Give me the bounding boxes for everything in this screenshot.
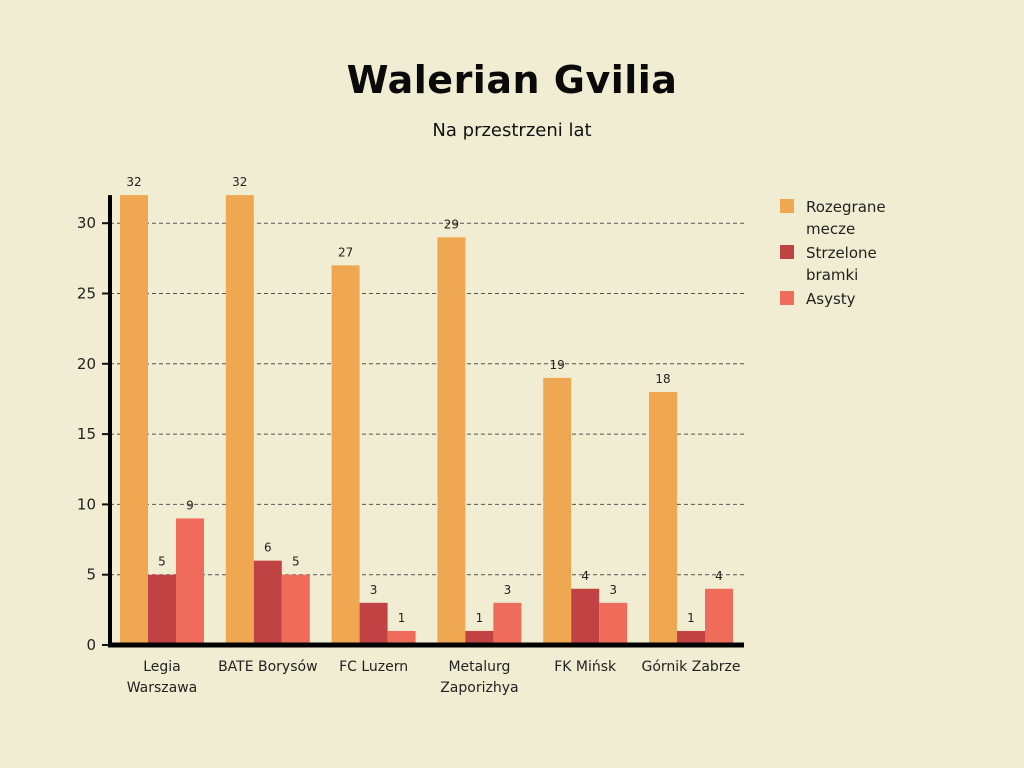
data-label: 9 — [186, 498, 194, 512]
x-tick-label: Warszawa — [127, 680, 198, 696]
data-label: 3 — [370, 583, 378, 597]
y-tick-label: 10 — [77, 495, 96, 513]
y-tick-label: 30 — [77, 214, 96, 232]
bar — [120, 195, 148, 645]
legend-swatch — [780, 291, 794, 305]
bar — [359, 602, 388, 645]
legend-label: Strzelone bramki — [806, 244, 877, 284]
bar — [331, 265, 360, 645]
data-label: 18 — [655, 372, 670, 386]
legend-item: Strzelone bramki — [780, 242, 920, 286]
bar — [253, 560, 282, 645]
y-tick-label: 0 — [86, 636, 96, 654]
bar — [649, 391, 677, 645]
legend-label: Rozegrane mecze — [806, 198, 886, 238]
data-label: 5 — [292, 555, 300, 569]
legend-label: Asysty — [806, 290, 856, 308]
x-tick-label: Górnik Zabrze — [641, 659, 740, 675]
y-tick-label: 25 — [77, 285, 96, 303]
bar — [176, 518, 204, 645]
bar — [677, 630, 705, 645]
legend-item: Asysty — [780, 288, 920, 310]
x-tick-label: Metalurg — [448, 659, 510, 675]
bar — [437, 237, 466, 645]
bar — [148, 574, 176, 645]
data-label: 27 — [338, 245, 353, 259]
y-tick-label: 20 — [77, 355, 96, 373]
x-tick-label: Legia — [143, 659, 181, 675]
bar — [281, 574, 310, 645]
x-tick-label: FK Mińsk — [554, 659, 617, 675]
bar — [543, 377, 572, 645]
y-tick-label: 5 — [86, 566, 96, 584]
chart-title: Walerian Gvilia — [346, 58, 678, 102]
data-label: 6 — [264, 541, 272, 555]
bar — [705, 588, 733, 645]
chart-subtitle: Na przestrzeni lat — [432, 120, 592, 141]
bar — [387, 630, 416, 645]
data-label: 3 — [504, 583, 512, 597]
data-label: 1 — [476, 611, 484, 625]
bar — [493, 602, 522, 645]
data-label: 4 — [581, 569, 589, 583]
y-tick-label: 15 — [77, 425, 96, 443]
data-label: 4 — [715, 569, 723, 583]
x-tick-label: BATE Borysów — [218, 659, 317, 675]
bar — [465, 630, 494, 645]
data-label: 32 — [126, 175, 141, 189]
data-label: 3 — [609, 583, 617, 597]
legend-swatch — [780, 199, 794, 213]
data-label: 19 — [550, 358, 565, 372]
data-label: 5 — [158, 555, 166, 569]
bar — [571, 588, 600, 645]
x-tick-label: Zaporizhya — [440, 680, 518, 696]
legend: Rozegrane mecze Strzelone bramki Asysty — [780, 196, 920, 312]
x-tick-label: FC Luzern — [339, 659, 408, 675]
bar — [225, 195, 254, 645]
data-label: 1 — [687, 611, 695, 625]
data-label: 1 — [398, 611, 406, 625]
data-label: 29 — [444, 217, 459, 231]
legend-item: Rozegrane mecze — [780, 196, 920, 240]
data-label: 32 — [232, 175, 247, 189]
bar — [599, 602, 628, 645]
legend-swatch — [780, 245, 794, 259]
